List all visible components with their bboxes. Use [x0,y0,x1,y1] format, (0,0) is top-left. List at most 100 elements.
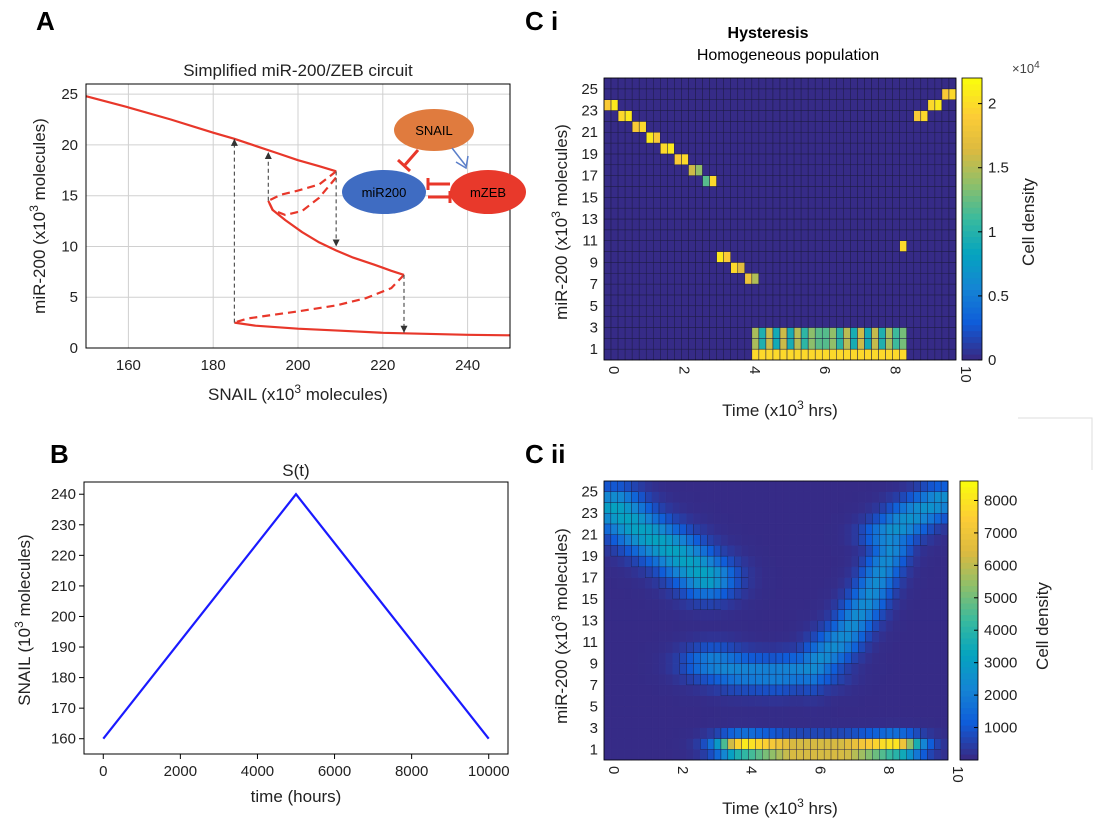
heatmap-cell [681,142,689,155]
heatmap-cell [631,663,639,675]
heatmap-cell [744,305,753,317]
heatmap-cell [723,229,731,241]
heatmap-cell [645,598,653,610]
heatmap-cell [720,738,729,750]
heatmap-cell [762,663,770,675]
heatmap-cell [864,240,872,252]
heatmap-cell [807,99,816,111]
heatmap-cell [768,609,777,621]
heatmap-cell [730,164,739,176]
heatmap-cell [638,164,647,176]
heatmap-cell [879,588,887,600]
heatmap-cell [617,121,626,133]
heatmap-cell [927,240,936,252]
heatmap-cell [734,695,742,707]
heatmap-cell [940,620,949,632]
heatmap-cell [617,480,625,492]
heatmap-cell [772,88,781,100]
heatmap-cell [807,131,816,144]
heatmap-cell [858,480,866,492]
heatmap-cell [906,348,915,361]
heatmap-cell [807,327,816,339]
heatmap-cell [851,706,859,718]
heatmap-cell [885,684,894,696]
heatmap-cell [720,652,729,664]
heatmap-cell [830,577,839,589]
heatmap-cell [810,663,818,675]
heatmap-cell [940,512,949,525]
heatmap-cell [906,218,915,231]
heatmap-cell [864,305,872,317]
heatmap-cell [716,338,724,350]
heatmap-cell [700,684,708,696]
heatmap-cell [871,294,879,307]
heatmap-cell [603,652,612,664]
heatmap-cell [906,131,915,144]
heatmap-cell [817,577,825,589]
heatmap-cell [734,545,742,557]
heatmap-cell [843,251,851,263]
heatmap-cell [693,502,701,514]
heatmap-cell [865,663,873,675]
heatmap-cell [617,283,626,296]
heatmap-cell [667,240,675,252]
heatmap-cell [686,480,694,492]
heatmap-cell [645,673,653,686]
heatmap-cell [638,305,647,317]
heatmap-cell [829,88,837,100]
heatmap-cell [762,706,770,718]
colorbar-segment [960,562,978,569]
heatmap-cell [803,598,811,610]
heatmap-cell [940,545,949,557]
colorbar-segment [960,678,978,685]
heatmap-cell [941,294,950,307]
colorbar-segment [962,224,982,232]
heatmap-cell [674,305,682,317]
heatmap-cell [800,218,809,231]
heatmap-cell [872,695,880,707]
heatmap-cell [713,534,722,546]
heatmap-cell [707,588,715,600]
heatmap-cell [755,716,763,729]
heatmap-cell [679,631,687,643]
heatmap-cell [624,545,632,557]
heatmap-cell [871,218,879,231]
heatmap-cell [913,620,921,632]
heatmap-cell [758,229,767,241]
heatmap-cell [762,588,770,600]
heatmap-cell [851,523,859,535]
heatmap-cell [624,110,633,122]
heatmap-cell [638,338,647,350]
heatmap-cell [631,348,640,361]
heatmap-cell [727,480,735,492]
heatmap-cell [674,240,682,252]
heatmap-cell [817,512,825,525]
colorbar-segment [960,533,978,540]
colorbar-segment [962,318,982,326]
heatmap-cell [830,641,839,653]
heatmap-cell [851,555,859,568]
heatmap-cell [672,620,680,632]
heatmap-cell [702,175,710,187]
colorbar-segment [962,324,982,332]
heatmap-cell [821,110,830,122]
heatmap-cell [651,545,660,557]
heatmap-cell [837,491,845,503]
heatmap-cell [665,749,673,761]
heatmap-cell [830,716,839,729]
heatmap-cell [803,620,811,632]
heatmap-cell [865,566,873,578]
heatmap-cell [885,272,893,285]
heatmap-cell [751,229,760,241]
heatmap-cell [872,631,880,643]
heatmap-cell [624,175,633,187]
heatmap-cell [920,218,929,231]
colorbar-segment [962,283,982,290]
heatmap-cell [617,512,625,525]
heatmap-cell [872,555,880,568]
heatmap-cell [885,207,893,220]
heatmap-cell [899,197,907,209]
heatmap-cell [892,305,900,317]
heatmap-cell [741,502,749,514]
heatmap-cell [653,316,661,328]
